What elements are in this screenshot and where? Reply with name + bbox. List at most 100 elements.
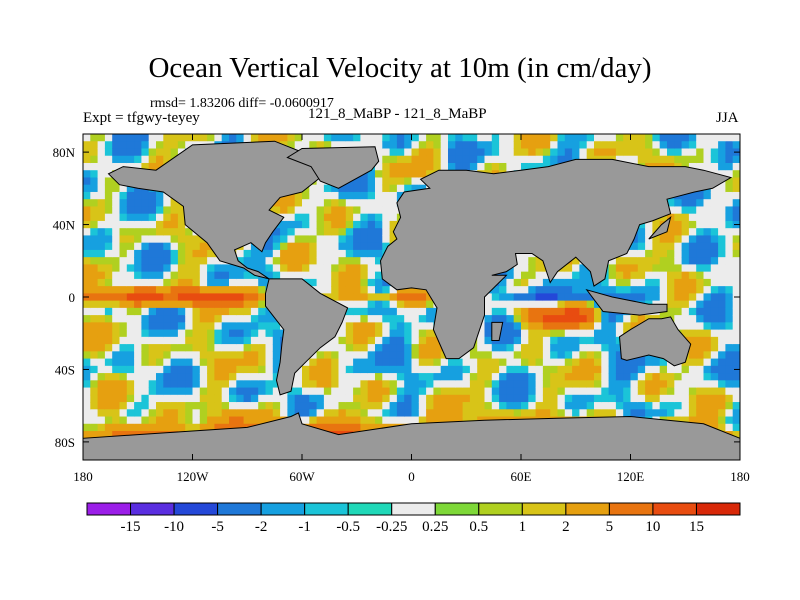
field-cell <box>141 271 150 280</box>
field-cell <box>148 148 157 157</box>
field-cell <box>83 257 91 265</box>
field-cell <box>659 380 668 389</box>
field-cell <box>382 134 391 142</box>
field-cell <box>382 307 391 316</box>
colorbar-box <box>217 502 262 516</box>
field-cell <box>126 394 135 403</box>
field-cell <box>550 278 558 287</box>
field-cell <box>513 351 522 360</box>
field-cell <box>469 134 478 142</box>
field-cell <box>710 380 719 389</box>
colorbar-label: -5 <box>211 519 224 535</box>
field-cell <box>294 141 303 149</box>
field-cell <box>338 423 347 432</box>
field-cell <box>331 257 339 265</box>
field-cell <box>521 307 529 316</box>
field-cell <box>265 344 274 352</box>
field-cell <box>375 315 383 323</box>
field-cell <box>688 365 697 374</box>
field-cell <box>214 286 223 294</box>
field-cell <box>550 300 558 309</box>
field-cell <box>309 213 318 222</box>
field-cell <box>236 278 245 287</box>
field-cell <box>134 358 142 367</box>
field-cell <box>718 322 726 331</box>
field-cell <box>258 329 266 338</box>
field-cell <box>521 402 529 410</box>
field-cell <box>272 249 281 258</box>
field-cell <box>389 322 398 331</box>
field-cell <box>141 402 150 410</box>
field-cell <box>696 365 704 374</box>
field-cell <box>659 373 668 381</box>
field-cell <box>338 134 347 142</box>
field-cell <box>199 293 208 302</box>
field-cell <box>382 402 391 410</box>
field-cell <box>586 351 595 360</box>
field-cell <box>199 271 208 280</box>
field-cell <box>688 358 697 367</box>
field-cell <box>294 264 303 273</box>
field-cell <box>185 387 193 396</box>
field-cell <box>725 351 734 360</box>
field-cell <box>594 402 602 410</box>
field-cell <box>564 380 573 389</box>
field-cell <box>163 220 172 229</box>
field-cell <box>302 141 310 149</box>
field-cell <box>469 358 478 367</box>
field-cell <box>630 278 639 287</box>
field-cell <box>331 228 339 236</box>
field-cell <box>250 278 259 287</box>
field-cell <box>170 286 179 294</box>
field-cell <box>674 206 683 215</box>
field-cell <box>97 351 106 360</box>
field-cell <box>477 387 485 396</box>
field-cell <box>674 228 683 236</box>
field-cell <box>718 206 726 215</box>
field-cell <box>601 148 610 157</box>
field-cell <box>477 351 485 360</box>
field-cell <box>389 184 398 193</box>
field-cell <box>455 134 464 142</box>
field-cell <box>521 387 529 396</box>
field-cell <box>564 300 573 309</box>
field-cell <box>674 213 683 222</box>
colorbar-label: 0.25 <box>422 519 448 535</box>
field-cell <box>601 344 610 352</box>
field-cell <box>163 380 172 389</box>
field-cell <box>104 235 113 244</box>
field-cell <box>177 380 186 389</box>
field-cell <box>119 228 128 236</box>
field-cell <box>404 134 412 142</box>
field-cell <box>126 184 135 193</box>
field-cell <box>718 336 726 345</box>
field-cell <box>185 373 193 381</box>
field-cell <box>718 286 726 294</box>
field-cell <box>148 206 157 215</box>
field-cell <box>696 402 704 410</box>
field-cell <box>156 380 164 389</box>
field-cell <box>207 351 215 360</box>
field-cell <box>97 148 106 157</box>
field-cell <box>148 286 157 294</box>
field-cell <box>710 358 719 367</box>
field-cell <box>119 184 128 193</box>
field-cell <box>316 271 325 280</box>
y-tick-label: 80N <box>53 145 76 160</box>
field-cell <box>513 134 522 142</box>
field-cell <box>586 134 595 142</box>
field-cell <box>126 242 135 251</box>
field-cell <box>418 409 427 418</box>
field-cell <box>703 307 712 316</box>
field-cell <box>440 162 449 171</box>
field-cell <box>214 416 223 425</box>
chart-title: Ocean Vertical Velocity at 10m (in cm/da… <box>148 52 652 84</box>
field-cell <box>353 242 361 251</box>
field-cell <box>426 373 434 381</box>
field-cell <box>112 409 120 418</box>
field-cell <box>637 264 646 273</box>
field-cell <box>112 249 120 258</box>
field-cell <box>382 199 391 207</box>
y-tick-label: 80S <box>55 435 75 450</box>
field-cell <box>396 329 405 338</box>
